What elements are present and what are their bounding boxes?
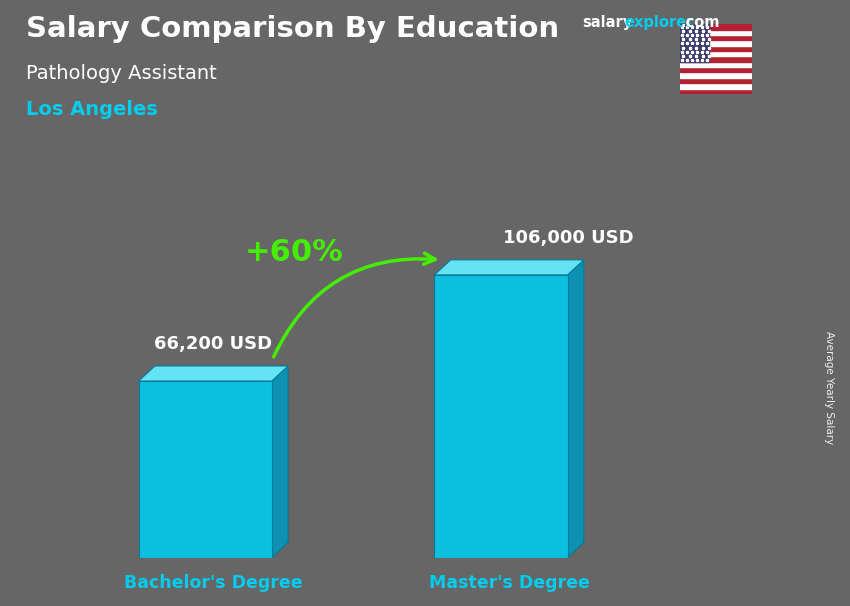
Polygon shape <box>434 260 584 275</box>
Text: Master's Degree: Master's Degree <box>428 574 590 592</box>
Bar <box>680 78 752 83</box>
Text: explorer: explorer <box>625 15 694 30</box>
Bar <box>680 56 752 62</box>
FancyBboxPatch shape <box>434 275 568 558</box>
Text: Los Angeles: Los Angeles <box>26 100 157 119</box>
Bar <box>680 24 752 30</box>
Bar <box>680 30 752 35</box>
Bar <box>680 62 752 67</box>
Bar <box>680 45 752 51</box>
FancyBboxPatch shape <box>139 381 272 558</box>
Text: salary: salary <box>582 15 632 30</box>
Text: Pathology Assistant: Pathology Assistant <box>26 64 216 82</box>
Bar <box>680 41 752 45</box>
Bar <box>680 67 752 73</box>
Polygon shape <box>139 366 288 381</box>
Text: Average Yearly Salary: Average Yearly Salary <box>824 331 834 444</box>
Text: 66,200 USD: 66,200 USD <box>154 335 272 353</box>
Text: Bachelor's Degree: Bachelor's Degree <box>124 574 303 592</box>
Text: 106,000 USD: 106,000 USD <box>503 228 633 247</box>
Bar <box>680 35 752 41</box>
Polygon shape <box>272 366 288 558</box>
Text: +60%: +60% <box>245 238 343 267</box>
Bar <box>680 24 709 62</box>
Bar <box>680 73 752 78</box>
Polygon shape <box>568 260 584 558</box>
Bar <box>680 88 752 94</box>
Text: Salary Comparison By Education: Salary Comparison By Education <box>26 15 558 43</box>
Bar <box>680 83 752 88</box>
Text: .com: .com <box>680 15 719 30</box>
Bar <box>680 51 752 56</box>
